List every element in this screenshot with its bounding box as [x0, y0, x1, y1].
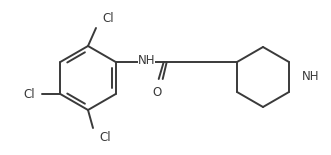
Text: NH: NH: [138, 55, 156, 67]
Text: NH: NH: [302, 71, 319, 84]
Text: Cl: Cl: [99, 131, 111, 144]
Text: Cl: Cl: [102, 12, 114, 25]
Text: Cl: Cl: [24, 88, 35, 100]
Text: O: O: [152, 86, 161, 99]
